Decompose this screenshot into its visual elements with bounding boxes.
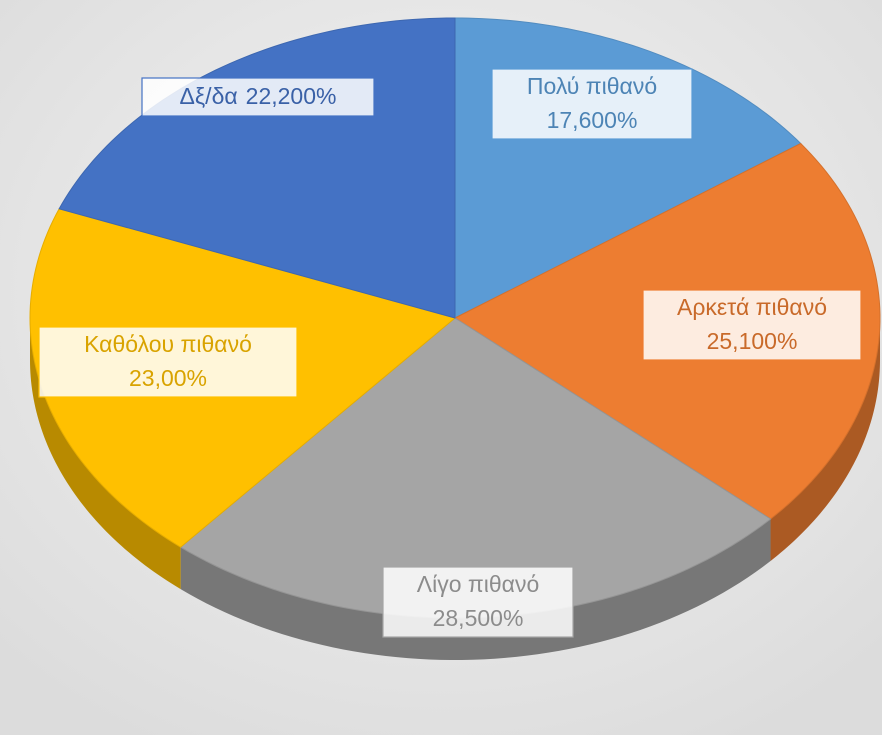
slice-side [30, 318, 181, 590]
data-label-name: Πολύ πιθανό [527, 73, 657, 99]
data-label-value: 22,200% [246, 83, 337, 109]
data-label-name: Δξ/δα [180, 83, 238, 109]
data-label-value: 28,500% [433, 605, 524, 631]
data-label-box [491, 68, 693, 140]
data-label: Δξ/δα 22,200% [180, 83, 337, 109]
data-label-name: Λίγο πιθανό [417, 571, 540, 597]
data-label-value: 25,100% [707, 328, 798, 354]
slice-side [180, 518, 771, 660]
data-label-box [642, 289, 862, 361]
slice-side [770, 318, 880, 561]
data-label-box [38, 326, 298, 398]
data-label-box [382, 566, 574, 638]
data-label-box [141, 77, 375, 117]
data-label-name: Καθόλου πιθανό [84, 331, 252, 357]
data-label-name: Αρκετά πιθανό [677, 294, 827, 320]
data-label-value: 23,00% [129, 365, 207, 391]
data-label-value: 17,600% [547, 107, 638, 133]
